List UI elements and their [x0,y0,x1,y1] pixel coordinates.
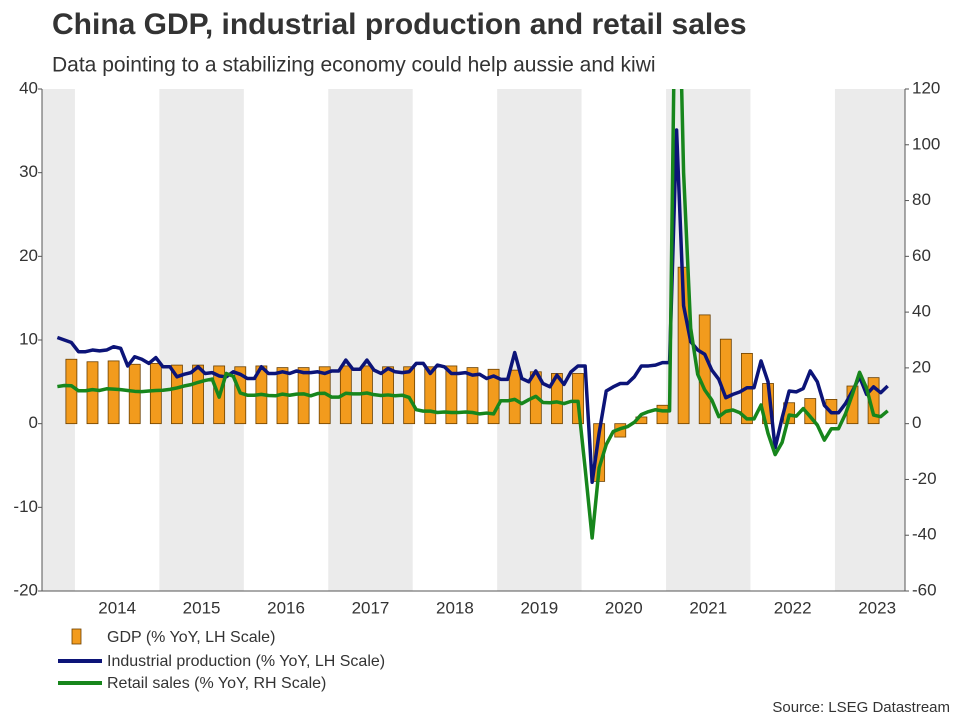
bar [65,358,78,425]
y2-tick-label: 20 [912,357,931,376]
year-band [834,89,905,591]
x-tick-label: 2015 [183,598,221,617]
x-tick-label: 2014 [98,598,136,617]
y-tick-label: -20 [13,580,38,599]
year-band [159,89,244,591]
bar [149,363,162,425]
y2-tick-label: 0 [912,413,921,432]
bar [572,373,584,425]
x-tick-label: 2023 [858,598,896,617]
bar [171,364,183,425]
y2-tick-label: 40 [912,302,931,321]
x-tick-label: 2016 [267,598,305,617]
bar [466,367,479,425]
y-tick-label: 10 [19,329,38,348]
y2-tick-label: 60 [912,246,931,265]
y2-tick-label: 100 [912,134,940,153]
y2-tick-label: -20 [912,469,937,488]
y-tick-label: 30 [19,162,38,181]
bar [698,314,711,425]
bar [487,368,500,425]
axes: -20 -10 0 10 20 30 40 -60 -40 -20 0 20 40 60 80 100 120 2… [13,78,940,617]
bar [128,363,141,425]
line [57,89,889,540]
chart-title: China GDP, industrial production and ret… [52,8,747,41]
bar [86,361,99,425]
x-tick-label: 2017 [352,598,390,617]
bar [424,366,437,425]
bar [445,365,458,425]
y2-tick-label: 80 [912,190,931,209]
x-tick-label: 2018 [436,598,474,617]
y2-tick-label: -40 [912,525,937,544]
year-band [497,89,582,591]
bands [42,89,905,591]
plot-area [56,89,889,540]
x-tick-label: 2020 [605,598,643,617]
x-tick-label: 2021 [689,598,727,617]
bar [192,364,204,425]
bar [656,404,669,425]
year-band [42,89,75,591]
legend-label: Retail sales (% YoY, RH Scale) [107,675,326,692]
chart-subtitle: Data pointing to a stabilizing economy c… [52,54,656,77]
source-note: Source: LSEG Datastream [772,699,950,716]
y2-tick-label: -60 [912,580,937,599]
bar [107,360,120,425]
legend-label: GDP (% YoY, LH Scale) [107,629,275,646]
x-tick-label: 2022 [774,598,812,617]
y-tick-label: -10 [13,497,38,516]
legend-label: Industrial production (% YoY, LH Scale) [107,653,385,670]
y-tick-label: 20 [19,246,38,265]
y-tick-label: 0 [29,413,38,432]
y-tick-label: 40 [19,78,38,97]
legend-swatch [71,628,82,645]
year-band [328,89,413,591]
x-tick-label: 2019 [520,598,558,617]
line [56,128,889,484]
y2-tick-label: 120 [912,78,940,97]
bar [508,369,521,425]
